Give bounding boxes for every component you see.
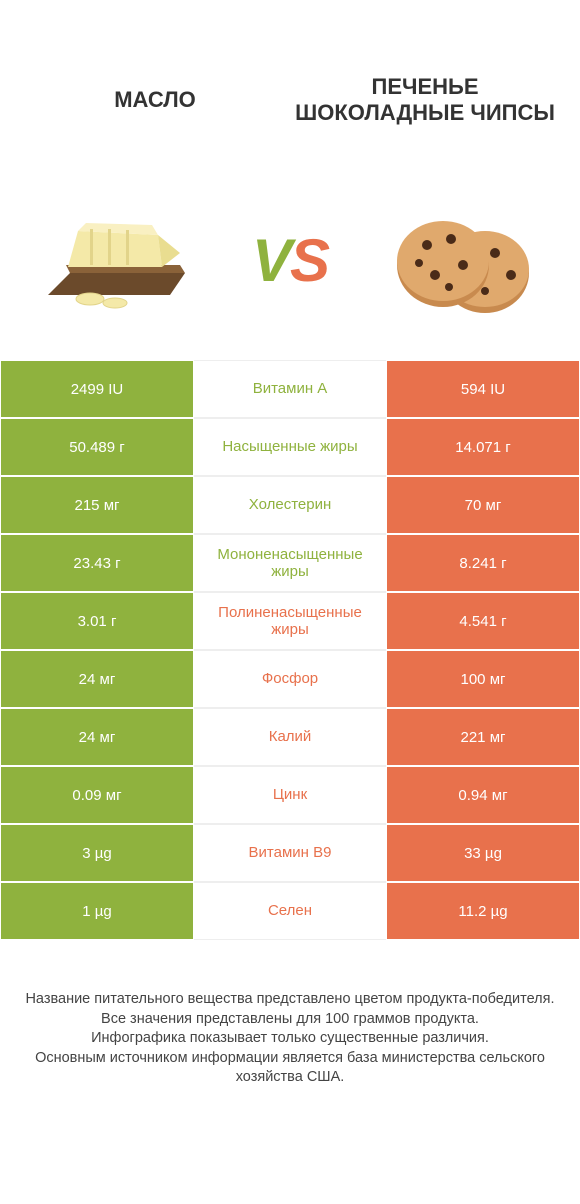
header: МАСЛО ПЕЧЕНЬЕ ШОКОЛАДНЫЕ ЧИПСЫ	[0, 0, 580, 170]
cell-right-value: 4.541 г	[386, 592, 580, 650]
cell-right-value: 14.071 г	[386, 418, 580, 476]
cell-right-value: 0.94 мг	[386, 766, 580, 824]
left-product-image	[30, 190, 200, 330]
table-row: 2499 IUВитамин A594 IU	[0, 360, 580, 418]
footer-line-1: Название питательного вещества представл…	[24, 990, 556, 1010]
cell-nutrient-label: Насыщенные жиры	[194, 418, 386, 476]
cell-left-value: 215 мг	[0, 476, 194, 534]
header-left-col: МАСЛО	[20, 87, 290, 113]
footer: Название питательного вещества представл…	[0, 940, 580, 1088]
cell-right-value: 11.2 µg	[386, 882, 580, 940]
cell-left-value: 50.489 г	[0, 418, 194, 476]
footer-line-3: Инфографика показывает только существенн…	[24, 1029, 556, 1049]
table-row: 23.43 гМононенасыщенные жиры8.241 г	[0, 534, 580, 592]
cell-left-value: 24 мг	[0, 650, 194, 708]
footer-line-4: Основным источником информации является …	[24, 1049, 556, 1088]
cell-right-value: 221 мг	[386, 708, 580, 766]
vs-label: VS	[252, 226, 328, 295]
cell-right-value: 70 мг	[386, 476, 580, 534]
table-row: 3 µgВитамин B933 µg	[0, 824, 580, 882]
cookies-icon	[385, 195, 545, 325]
cell-right-value: 594 IU	[386, 360, 580, 418]
cell-nutrient-label: Мононенасыщенные жиры	[194, 534, 386, 592]
left-product-title: МАСЛО	[114, 87, 196, 113]
cell-nutrient-label: Цинк	[194, 766, 386, 824]
vs-row: VS	[0, 170, 580, 350]
cell-nutrient-label: Холестерин	[194, 476, 386, 534]
footer-line-2: Все значения представлены для 100 граммо…	[24, 1010, 556, 1030]
cell-nutrient-label: Фосфор	[194, 650, 386, 708]
cell-left-value: 24 мг	[0, 708, 194, 766]
table-row: 1 µgСелен11.2 µg	[0, 882, 580, 940]
table-row: 215 мгХолестерин70 мг	[0, 476, 580, 534]
cell-right-value: 100 мг	[386, 650, 580, 708]
table-row: 0.09 мгЦинк0.94 мг	[0, 766, 580, 824]
table-row: 24 мгКалий221 мг	[0, 708, 580, 766]
table-row: 24 мгФосфор100 мг	[0, 650, 580, 708]
nutrition-table: 2499 IUВитамин A594 IU50.489 гНасыщенные…	[0, 360, 580, 940]
cell-right-value: 33 µg	[386, 824, 580, 882]
cell-nutrient-label: Калий	[194, 708, 386, 766]
cell-right-value: 8.241 г	[386, 534, 580, 592]
cell-nutrient-label: Витамин A	[194, 360, 386, 418]
cell-nutrient-label: Полиненасыщенные жиры	[194, 592, 386, 650]
right-product-image	[380, 190, 550, 330]
cell-left-value: 1 µg	[0, 882, 194, 940]
cell-left-value: 3.01 г	[0, 592, 194, 650]
vs-letter-v: V	[252, 227, 290, 294]
cell-left-value: 23.43 г	[0, 534, 194, 592]
table-row: 50.489 гНасыщенные жиры14.071 г	[0, 418, 580, 476]
vs-letter-s: S	[290, 227, 328, 294]
cell-nutrient-label: Селен	[194, 882, 386, 940]
cell-left-value: 0.09 мг	[0, 766, 194, 824]
header-right-col: ПЕЧЕНЬЕ ШОКОЛАДНЫЕ ЧИПСЫ	[290, 74, 560, 127]
cell-nutrient-label: Витамин B9	[194, 824, 386, 882]
cell-left-value: 2499 IU	[0, 360, 194, 418]
butter-icon	[30, 195, 200, 325]
cell-left-value: 3 µg	[0, 824, 194, 882]
table-row: 3.01 гПолиненасыщенные жиры4.541 г	[0, 592, 580, 650]
right-product-title: ПЕЧЕНЬЕ ШОКОЛАДНЫЕ ЧИПСЫ	[290, 74, 560, 127]
